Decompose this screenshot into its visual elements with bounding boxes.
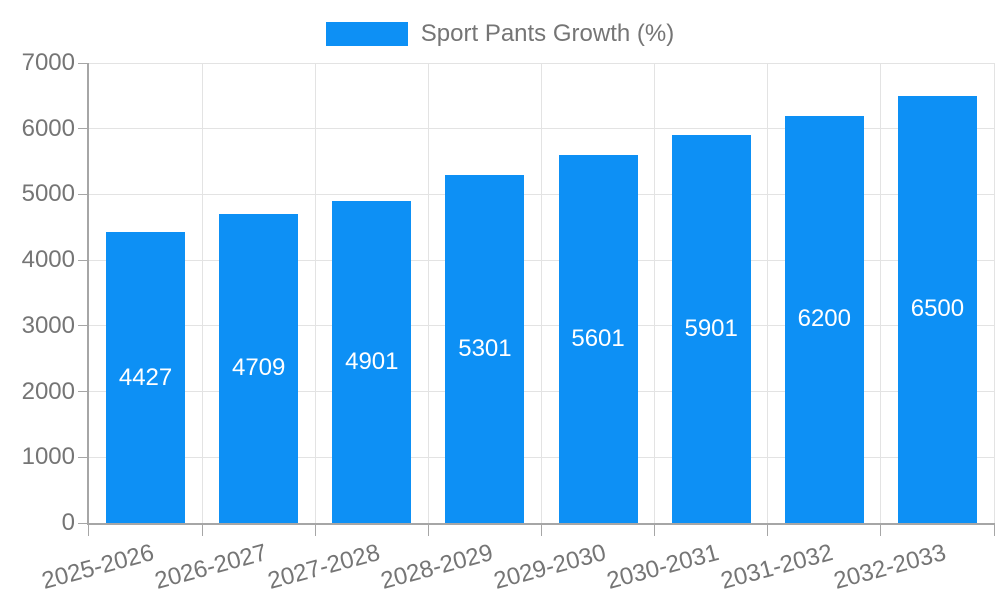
x-tick [993,523,995,536]
x-tick [201,523,203,536]
y-tick [78,391,87,393]
bar-value-label: 5901 [684,315,738,343]
y-axis-label: 3000 [21,311,75,339]
legend: Sport Pants Growth (%) [0,20,1000,48]
x-tick [541,523,542,536]
plot-area: 0 1000 2000 3000 4000 5000 6000 7000 4427 4709 490… [22,49,995,595]
v-gridline [427,63,429,523]
y-axis-label: 4000 [21,246,75,274]
x-axis-label: 2032-2033 [830,539,949,595]
bar: 5901 [671,135,751,523]
x-tick [880,523,882,536]
y-axis-label: 7000 [21,49,75,76]
bar: 5601 [558,154,638,523]
x-axis-label: 2030-2031 [604,539,723,595]
v-gridline [767,63,769,523]
x-tick [654,523,656,536]
x-axis-label: 2025-2026 [38,539,157,595]
x-axis-label: 2031-2032 [717,539,836,595]
y-axis-label: 5000 [21,180,75,208]
y-axis-label: 2000 [21,377,75,405]
bar-value-label: 6500 [910,295,965,323]
v-gridline [541,63,542,523]
x-axis-label: 2028-2029 [378,539,496,595]
v-gridline [654,63,656,523]
x-axis-label: 2029-2030 [491,539,610,595]
bar-value-label: 4901 [345,347,399,375]
bar: 4709 [219,213,299,523]
bar-value-label: 5301 [458,334,512,362]
bar: 5301 [445,174,525,523]
bar-value-label: 6200 [797,305,851,333]
v-gridline [314,63,316,523]
y-axis-label: 0 [61,509,75,536]
bar: 4901 [332,200,412,523]
y-tick [78,62,87,64]
v-gridline [201,63,203,523]
x-tick [427,523,429,536]
x-tick [314,523,316,536]
legend-swatch [325,22,408,46]
bar-value-label: 5601 [571,324,625,352]
x-tick [767,523,769,536]
y-tick [78,325,87,327]
v-gridline [880,63,882,523]
y-axis-label: 6000 [21,114,75,142]
v-gridline [993,63,995,523]
y-tick [78,522,87,524]
bar: 4427 [106,232,186,523]
x-tick [87,523,89,536]
bar: 6200 [784,115,864,523]
bar: 6500 [897,95,977,523]
bar-value-label: 4709 [231,354,286,382]
x-axis-label: 2027-2028 [264,539,383,595]
bar-value-label: 4427 [118,363,173,391]
y-tick [78,128,87,130]
x-axis-label: 2026-2027 [151,539,270,595]
y-axis-label: 1000 [21,443,75,471]
y-tick [78,259,87,261]
y-tick [78,456,87,458]
y-tick [78,193,87,195]
legend-label: Sport Pants Growth (%) [420,20,675,47]
